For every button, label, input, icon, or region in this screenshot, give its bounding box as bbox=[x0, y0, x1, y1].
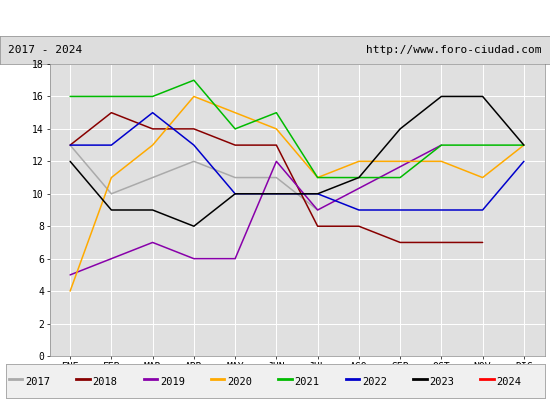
Text: 2023: 2023 bbox=[430, 377, 454, 387]
Text: 2020: 2020 bbox=[227, 377, 252, 387]
Text: Evolucion del paro registrado en Ruanes: Evolucion del paro registrado en Ruanes bbox=[97, 10, 453, 26]
Text: 2022: 2022 bbox=[362, 377, 387, 387]
Text: 2024: 2024 bbox=[497, 377, 521, 387]
Text: 2017 - 2024: 2017 - 2024 bbox=[8, 45, 82, 55]
Text: http://www.foro-ciudad.com: http://www.foro-ciudad.com bbox=[366, 45, 542, 55]
Text: 2021: 2021 bbox=[295, 377, 320, 387]
Text: 2019: 2019 bbox=[160, 377, 185, 387]
Text: 2018: 2018 bbox=[92, 377, 117, 387]
Text: 2017: 2017 bbox=[25, 377, 50, 387]
